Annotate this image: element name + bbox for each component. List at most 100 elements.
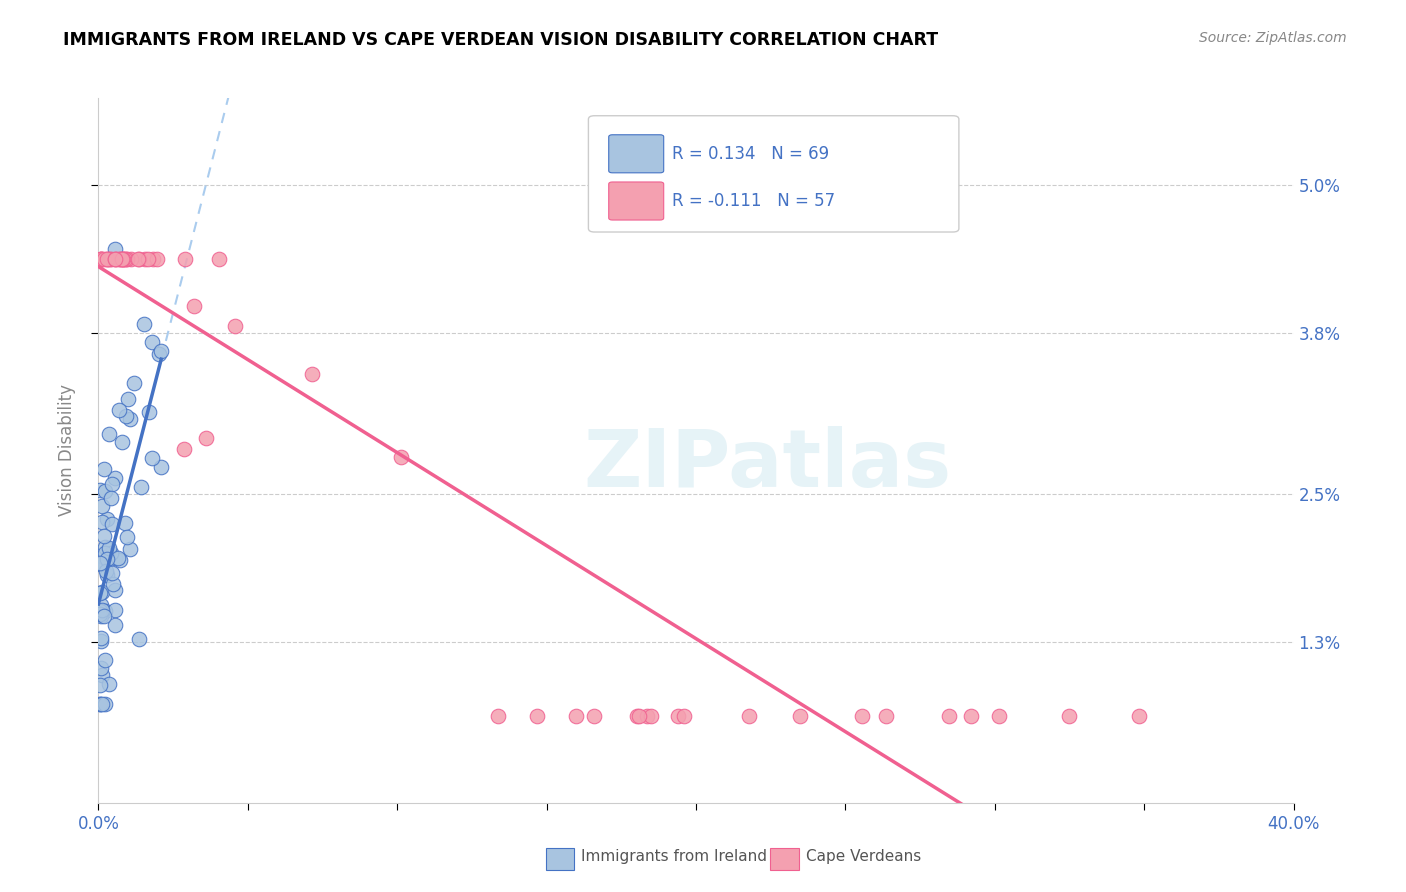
Point — [208, 252, 231, 266]
Point — [100, 252, 122, 266]
Point — [90, 631, 112, 645]
Point — [104, 252, 127, 266]
Point — [110, 552, 132, 566]
Point — [90, 515, 112, 529]
Point — [98, 252, 121, 266]
Point — [959, 709, 981, 723]
Point — [97, 541, 120, 555]
Point — [128, 632, 150, 646]
Point — [94, 546, 117, 560]
Text: ZIPatlas: ZIPatlas — [583, 425, 952, 504]
FancyBboxPatch shape — [609, 182, 664, 220]
Point — [91, 697, 114, 711]
Point — [111, 252, 134, 266]
Point — [104, 603, 127, 617]
Point — [89, 697, 111, 711]
Point — [89, 697, 111, 711]
Point — [987, 709, 1010, 723]
Point — [89, 556, 111, 570]
Point — [91, 499, 114, 513]
Text: Cape Verdeans: Cape Verdeans — [806, 849, 921, 863]
Point — [150, 460, 173, 475]
Point — [90, 252, 112, 266]
Point — [789, 709, 811, 723]
Point — [127, 252, 149, 266]
Point — [640, 709, 662, 723]
Point — [91, 603, 114, 617]
Point — [148, 347, 170, 361]
Point — [89, 607, 111, 622]
Point — [183, 299, 205, 313]
Point — [107, 551, 129, 566]
Point — [1128, 709, 1150, 723]
Point — [103, 583, 125, 598]
Point — [96, 512, 118, 526]
Point — [93, 541, 115, 555]
Point — [101, 566, 124, 581]
Point — [141, 334, 163, 349]
Point — [96, 564, 118, 578]
Point — [90, 252, 112, 266]
Point — [134, 318, 156, 332]
Point — [90, 598, 112, 612]
Point — [110, 252, 132, 266]
Point — [115, 252, 138, 266]
Point — [486, 709, 509, 723]
FancyBboxPatch shape — [609, 135, 664, 173]
Point — [138, 405, 160, 419]
Point — [94, 697, 117, 711]
Point — [96, 552, 118, 566]
Point — [142, 252, 165, 266]
Point — [93, 608, 115, 623]
Point — [93, 529, 115, 543]
Point — [628, 709, 651, 723]
Point — [111, 252, 134, 266]
Point — [89, 586, 111, 600]
Point — [673, 709, 696, 723]
Text: R = -0.111   N = 57: R = -0.111 N = 57 — [672, 192, 835, 210]
Point — [100, 477, 122, 491]
Point — [108, 252, 131, 266]
Point — [738, 709, 761, 723]
Point — [91, 550, 114, 565]
Point — [90, 252, 112, 266]
Point — [97, 427, 120, 442]
Point — [526, 709, 548, 723]
Point — [104, 470, 127, 484]
Point — [104, 252, 127, 266]
Point — [89, 557, 111, 571]
Point — [875, 709, 897, 723]
Point — [115, 252, 138, 266]
Point — [115, 409, 138, 423]
Point — [97, 252, 120, 266]
Point — [90, 252, 112, 266]
Point — [146, 252, 169, 266]
Point — [120, 252, 142, 266]
Point — [117, 392, 139, 406]
Point — [666, 709, 689, 723]
Point — [301, 368, 323, 382]
Point — [565, 709, 588, 723]
Point — [131, 479, 153, 493]
Point — [108, 252, 131, 266]
Point — [90, 661, 112, 675]
Point — [100, 546, 122, 560]
Text: Source: ZipAtlas.com: Source: ZipAtlas.com — [1199, 31, 1347, 45]
Point — [104, 551, 127, 566]
Point — [94, 653, 117, 667]
Point — [90, 634, 112, 648]
Point — [583, 709, 606, 723]
Point — [96, 568, 118, 582]
Text: IMMIGRANTS FROM IRELAND VS CAPE VERDEAN VISION DISABILITY CORRELATION CHART: IMMIGRANTS FROM IRELAND VS CAPE VERDEAN … — [63, 31, 938, 49]
Point — [91, 584, 114, 599]
Point — [224, 318, 246, 333]
Point — [108, 403, 131, 417]
Point — [141, 450, 163, 465]
Point — [136, 252, 159, 266]
Point — [114, 252, 136, 266]
Point — [100, 516, 122, 531]
Point — [96, 252, 118, 266]
Point — [98, 677, 121, 691]
Point — [636, 709, 658, 723]
Point — [104, 252, 127, 266]
